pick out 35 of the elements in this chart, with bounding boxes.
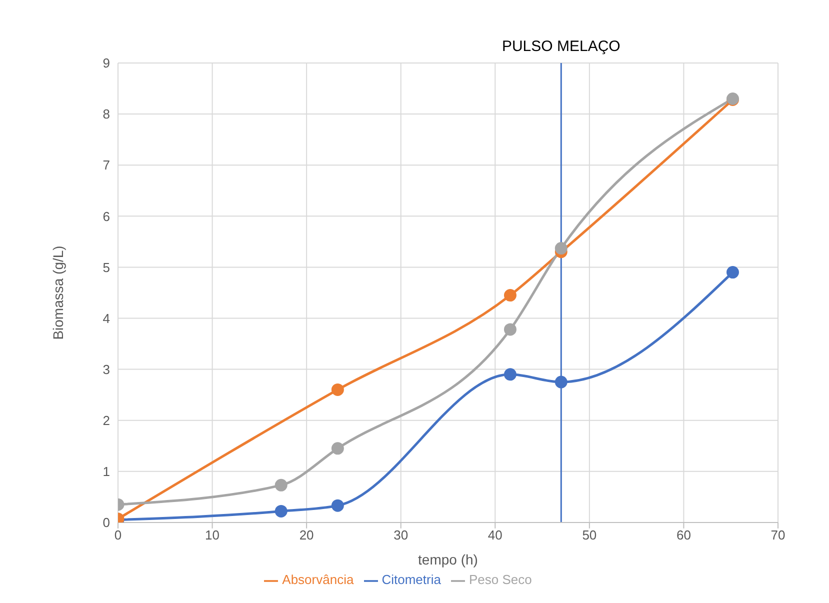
x-tick-label: 20 <box>299 528 314 543</box>
y-tick-label: 7 <box>102 158 110 173</box>
x-tick-label: 40 <box>488 528 502 543</box>
point <box>554 242 568 255</box>
x-axis-title: tempo (h) <box>418 551 478 568</box>
point <box>554 376 568 388</box>
point <box>331 499 344 512</box>
point <box>331 383 344 396</box>
y-tick-label: 6 <box>102 208 110 224</box>
legend-label: Citometria <box>382 572 441 588</box>
point <box>274 478 288 492</box>
y-tick-label: 0 <box>102 515 110 530</box>
x-tick-label: 10 <box>205 528 220 543</box>
point <box>504 368 516 381</box>
x-tick-label: 30 <box>394 528 408 543</box>
y-tick-label: 2 <box>102 412 110 428</box>
x-tick-label: 70 <box>770 528 786 543</box>
y-tick-label: 8 <box>102 106 110 122</box>
point <box>331 442 344 455</box>
y-tick-label: 5 <box>102 260 110 275</box>
legend-label: Absorvância <box>282 572 354 588</box>
x-tick-label: 60 <box>676 528 691 543</box>
x-tick-label: 50 <box>582 528 597 543</box>
ref-line-label: PULSO MELAÇO <box>502 38 620 55</box>
point <box>504 289 516 302</box>
point <box>504 323 516 336</box>
x-tick-label: 0 <box>114 528 122 543</box>
y-axis-title: Biomassa (g/L) <box>50 246 66 340</box>
point <box>274 504 288 518</box>
legend-label: Peso Seco <box>468 572 532 588</box>
y-tick-label: 9 <box>102 56 110 71</box>
y-tick-label: 4 <box>102 310 110 326</box>
y-tick-label: 1 <box>102 464 110 480</box>
point <box>726 266 739 279</box>
y-tick-label: 3 <box>102 362 110 377</box>
